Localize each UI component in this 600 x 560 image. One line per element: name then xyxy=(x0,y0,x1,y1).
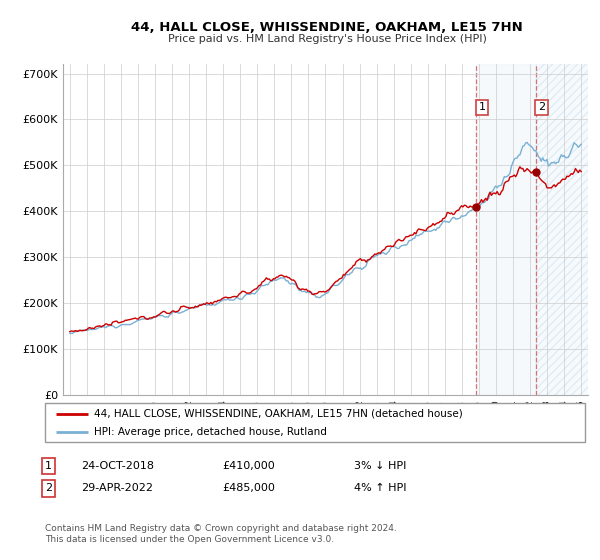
Text: 3% ↓ HPI: 3% ↓ HPI xyxy=(354,461,406,471)
FancyBboxPatch shape xyxy=(45,403,585,442)
Text: 2: 2 xyxy=(45,483,52,493)
Text: Price paid vs. HM Land Registry's House Price Index (HPI): Price paid vs. HM Land Registry's House … xyxy=(167,34,487,44)
Text: 4% ↑ HPI: 4% ↑ HPI xyxy=(354,483,407,493)
Text: 29-APR-2022: 29-APR-2022 xyxy=(81,483,153,493)
Text: 1: 1 xyxy=(478,102,485,113)
Text: HPI: Average price, detached house, Rutland: HPI: Average price, detached house, Rutl… xyxy=(94,427,326,437)
Bar xyxy=(536,64,588,395)
Text: 44, HALL CLOSE, WHISSENDINE, OAKHAM, LE15 7HN: 44, HALL CLOSE, WHISSENDINE, OAKHAM, LE1… xyxy=(131,21,523,34)
Text: 24-OCT-2018: 24-OCT-2018 xyxy=(81,461,154,471)
Text: £410,000: £410,000 xyxy=(222,461,275,471)
Text: £485,000: £485,000 xyxy=(222,483,275,493)
Text: 1: 1 xyxy=(45,461,52,471)
Bar xyxy=(536,64,588,395)
Text: Contains HM Land Registry data © Crown copyright and database right 2024.
This d: Contains HM Land Registry data © Crown c… xyxy=(45,524,397,544)
Bar xyxy=(476,64,536,395)
Text: 2: 2 xyxy=(538,102,545,113)
Text: 44, HALL CLOSE, WHISSENDINE, OAKHAM, LE15 7HN (detached house): 44, HALL CLOSE, WHISSENDINE, OAKHAM, LE1… xyxy=(94,409,463,419)
